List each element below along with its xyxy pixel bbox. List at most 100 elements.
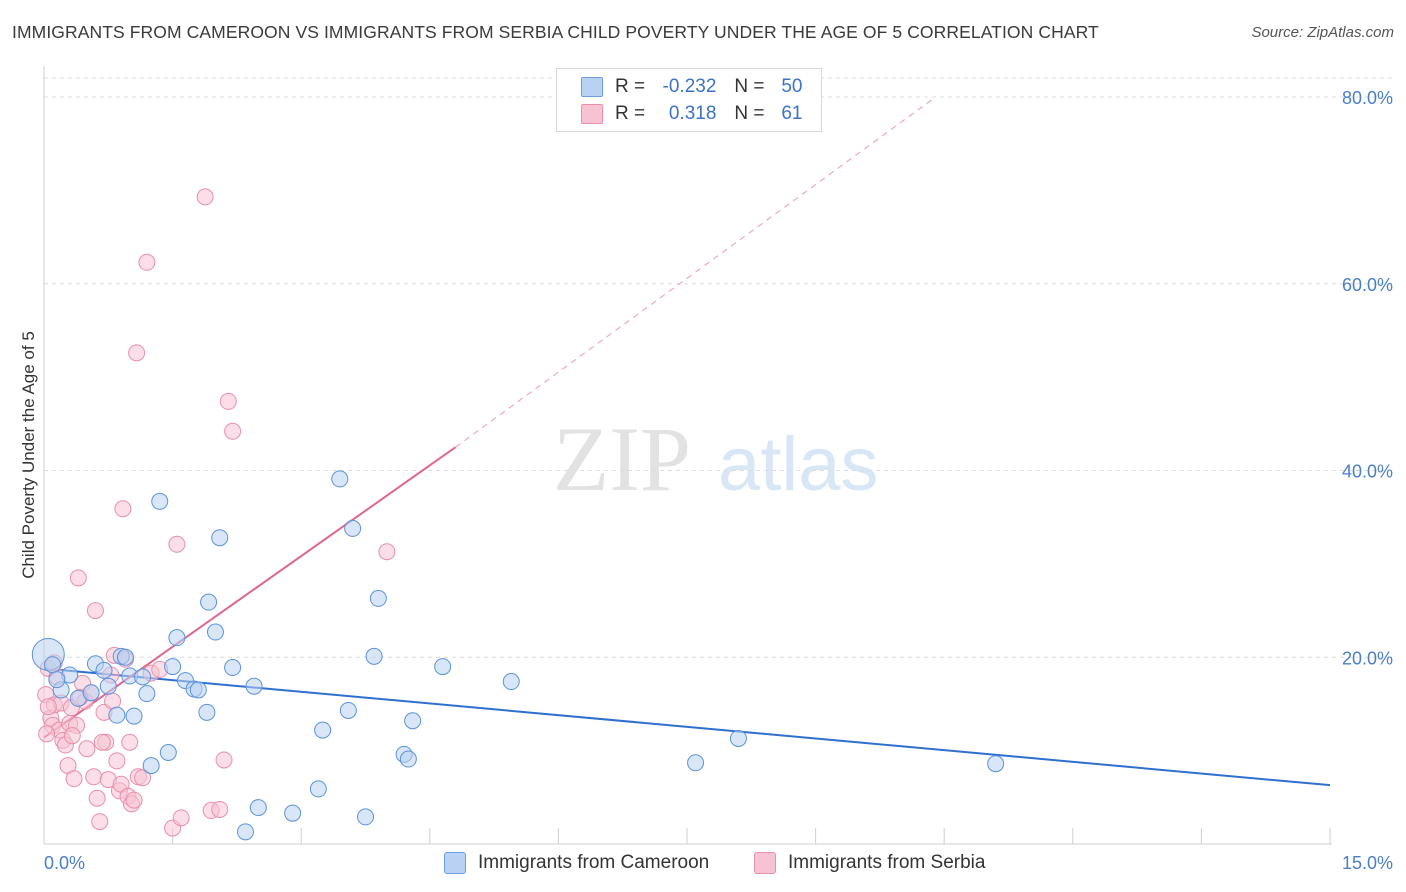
cameroon-point	[95, 661, 113, 679]
x-tick-max: 15.0%	[1342, 853, 1393, 873]
cameroon-point	[138, 685, 156, 703]
cameroon-point	[125, 707, 143, 725]
cameroon-point	[134, 668, 152, 686]
y-tick-label-20: 20.0%	[1342, 648, 1393, 668]
cameroon-point	[987, 755, 1005, 773]
cameroon-point	[168, 629, 186, 647]
cameroon-n-value: 50	[781, 76, 803, 97]
cameroon-point	[399, 750, 417, 768]
serbia-trend-extension	[455, 96, 936, 448]
serbia-point	[138, 253, 156, 271]
cameroon-point	[44, 656, 62, 674]
serbia-point	[69, 569, 87, 587]
serbia-point	[168, 535, 186, 553]
serbia-point	[114, 500, 132, 518]
serbia-point	[39, 698, 57, 716]
cameroon-trend-line	[43, 667, 1331, 787]
cameroon-point	[249, 799, 267, 817]
cameroon-r-value: -0.232	[662, 76, 717, 97]
legend-n-label: N =	[734, 76, 765, 97]
cameroon-point	[404, 712, 422, 730]
cameroon-point	[159, 743, 177, 761]
serbia-point	[378, 543, 396, 561]
serbia-point	[125, 791, 143, 809]
cameroon-point	[502, 673, 520, 691]
legend-n-label: N =	[734, 103, 765, 124]
cameroon-point	[198, 703, 216, 721]
cameroon-point	[142, 757, 160, 775]
watermark-atlas: atlas	[718, 422, 879, 507]
cameroon-point	[729, 729, 747, 747]
cameroon-point	[200, 593, 218, 611]
serbia-r-value: 0.318	[668, 103, 717, 124]
cameroon-point	[339, 701, 357, 719]
watermark-zip: ZIP	[553, 408, 691, 510]
serbia-point	[85, 768, 103, 786]
chart-title: IMMIGRANTS FROM CAMEROON VS IMMIGRANTS F…	[12, 22, 1099, 42]
cameroon-point	[314, 721, 332, 739]
y-tick-label-60: 60.0%	[1342, 275, 1393, 295]
serbia-point	[108, 752, 126, 770]
serbia-n-value: 61	[781, 103, 803, 124]
cameroon-point	[331, 470, 349, 488]
cameroon-point	[206, 623, 224, 641]
cameroon-point	[344, 519, 362, 537]
cameroon-point	[48, 671, 66, 689]
cameroon-swatch	[581, 77, 603, 97]
cameroon-point	[284, 804, 302, 822]
serbia-swatch	[581, 104, 603, 124]
cameroon-point	[211, 529, 229, 547]
x-tick-min: 0.0%	[44, 853, 85, 873]
y-tick-labels: 20.0% 40.0% 60.0% 80.0%	[1342, 88, 1393, 668]
cameroon-point	[687, 754, 705, 772]
y-tick-label-40: 40.0%	[1342, 462, 1393, 482]
legend-row-serbia: R = 0.318 N = 61	[581, 102, 803, 126]
serbia-points	[37, 188, 396, 837]
cameroon-point	[164, 658, 182, 676]
serbia-legend-swatch	[754, 852, 776, 874]
watermark: ZIP atlas	[553, 408, 879, 510]
legend-row-cameroon: R = -0.232 N = 50	[581, 75, 803, 99]
serbia-point	[88, 789, 106, 807]
serbia-point	[93, 733, 111, 751]
serbia-point	[91, 813, 109, 831]
serbia-point	[224, 422, 242, 440]
serbia-point	[134, 769, 152, 787]
cameroon-point	[365, 647, 383, 665]
cameroon-point	[357, 808, 374, 826]
serbia-point	[211, 800, 229, 818]
y-tick-label-80: 80.0%	[1342, 88, 1393, 108]
cameroon-point	[99, 677, 117, 695]
cameroon-point	[309, 780, 327, 798]
serbia-point	[38, 725, 56, 743]
legend-r-label: R =	[615, 103, 646, 124]
source-label: Source: ZipAtlas.com	[1251, 24, 1394, 41]
cameroon-point	[369, 589, 387, 607]
cameroon-point	[108, 706, 126, 724]
serbia-point	[196, 188, 214, 206]
cameroon-point	[82, 684, 100, 702]
serbia-point	[65, 770, 83, 788]
serbia-point	[78, 740, 96, 758]
cameroon-point	[224, 659, 242, 677]
cameroon-point	[116, 648, 134, 666]
serbia-point	[219, 392, 237, 410]
serbia-point	[121, 733, 139, 751]
bottom-legend-serbia: Immigrants from Serbia	[754, 852, 985, 874]
serbia-legend-label: Immigrants from Serbia	[788, 852, 986, 873]
y-axis-label: Child Poverty Under the Age of 5	[19, 331, 38, 579]
serbia-point	[128, 344, 146, 362]
serbia-point	[104, 692, 122, 710]
cameroon-point	[151, 492, 169, 510]
correlation-legend: R = -0.232 N = 50 R = 0.318 N = 61	[556, 68, 822, 132]
serbia-point	[172, 809, 190, 827]
axes	[43, 66, 1332, 845]
gridlines	[44, 77, 1393, 658]
bottom-legend-cameroon: Immigrants from Cameroon	[444, 852, 709, 874]
cameroon-points	[31, 470, 1005, 841]
serbia-point	[63, 727, 81, 745]
cameroon-point	[245, 677, 263, 695]
cameroon-point	[189, 681, 207, 699]
cameroon-legend-swatch	[444, 852, 466, 874]
